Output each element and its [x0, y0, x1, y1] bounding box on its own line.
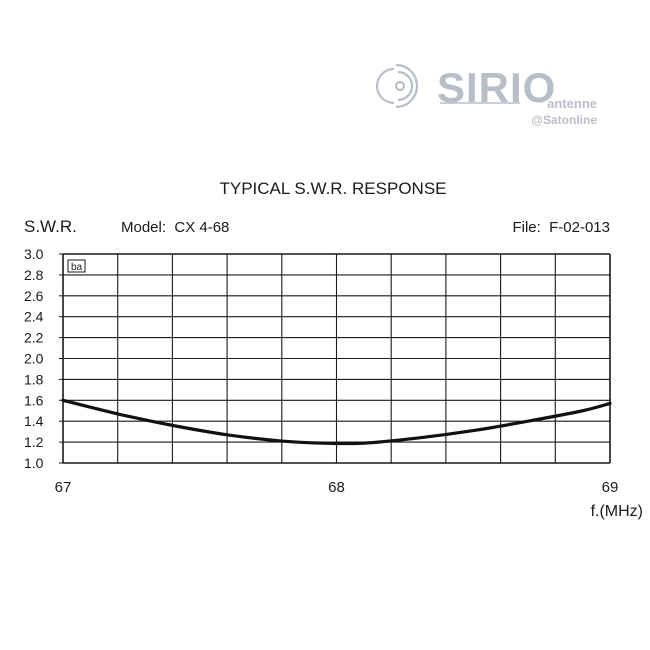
model-label: Model: CX 4-68 [121, 219, 229, 236]
y-axis-label: S.W.R. [24, 217, 77, 236]
y-tick-label: 2.0 [24, 351, 44, 367]
y-tick-label: 2.8 [24, 267, 44, 283]
x-axis-label: f.(MHz) [591, 503, 643, 520]
y-tick-label: 3.0 [24, 246, 44, 262]
chart-title: TYPICAL S.W.R. RESPONSE [219, 179, 446, 198]
y-tick-label: 2.6 [24, 288, 44, 304]
y-tick-label: 2.4 [24, 309, 44, 325]
watermark-text: @Satonline [531, 113, 597, 127]
signal-waves-icon [375, 63, 419, 109]
x-tick-label: 67 [55, 479, 72, 496]
y-tick-label: 1.2 [24, 434, 44, 450]
grid [62, 253, 611, 464]
sirio-logo: SIRIO antenne @Satonline [375, 63, 597, 127]
swr-curve [61, 398, 612, 446]
y-tick-label: 1.8 [24, 371, 44, 387]
y-tick-label: 2.2 [24, 330, 44, 346]
y-tick-label: 1.0 [24, 455, 44, 471]
logo-brand: SIRIO [437, 64, 556, 111]
logo-tagline: antenne [547, 96, 597, 111]
y-tick-label: 1.6 [24, 392, 44, 408]
y-tick-label: 1.4 [24, 413, 44, 429]
x-tick-label: 69 [602, 479, 619, 496]
x-tick-label: 68 [328, 479, 345, 496]
y-tick-labels: 1.0 1.2 1.4 1.6 1.8 2.0 2.2 2.4 2.6 2.8 3.0 [24, 246, 63, 471]
corner-label-box: ba [67, 259, 86, 273]
series [61, 398, 612, 446]
file-label: File: F-02-013 [512, 219, 610, 236]
corner-label: ba [71, 262, 83, 273]
x-tick-labels: 67 68 69 [55, 479, 619, 496]
